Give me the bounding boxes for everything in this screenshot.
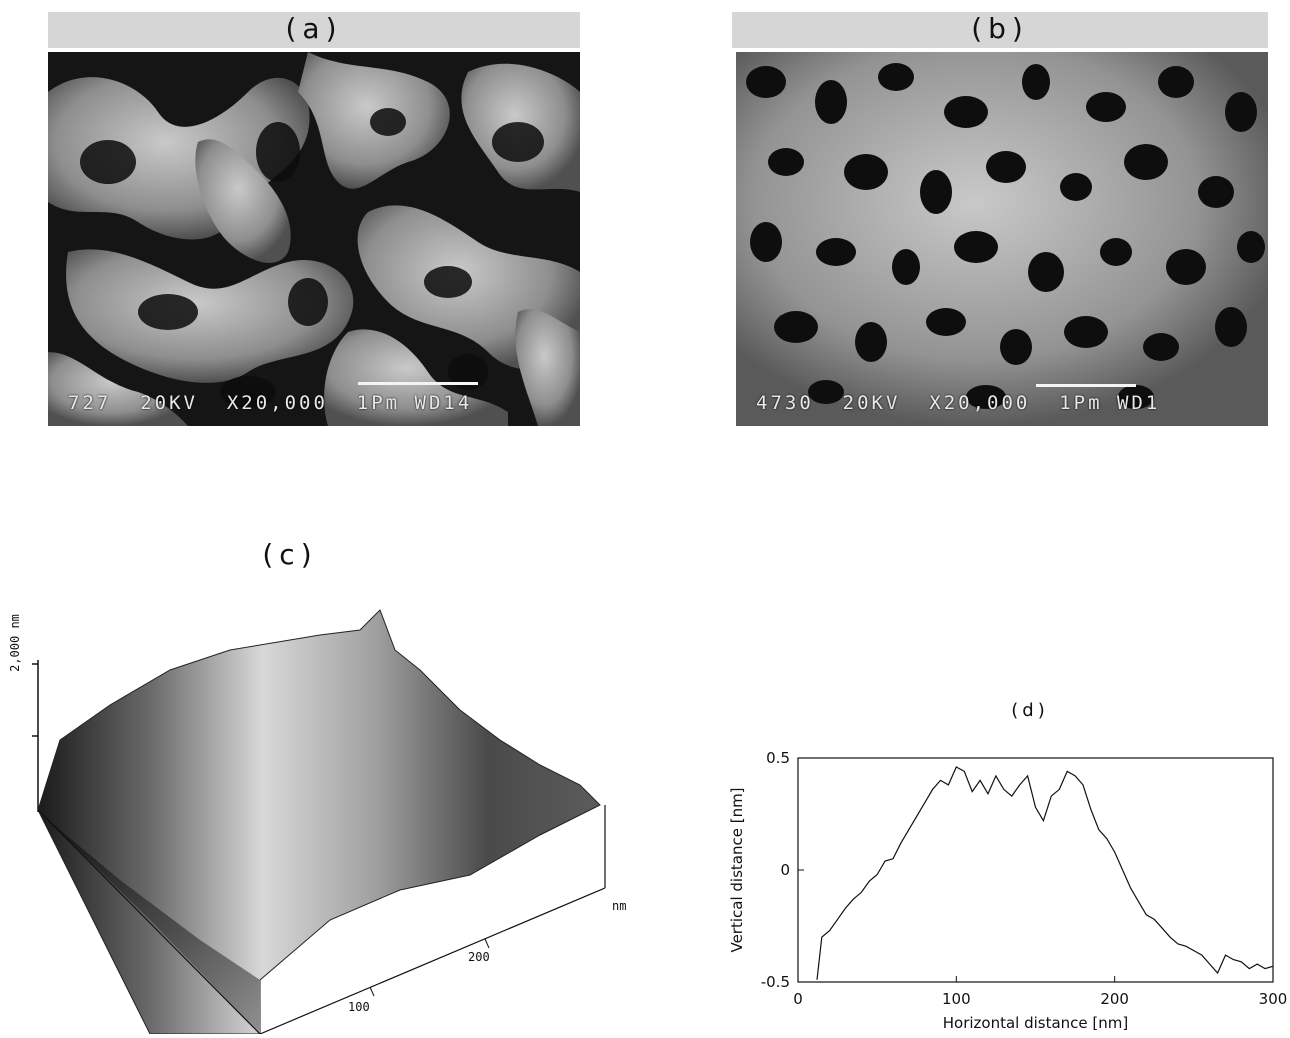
x-axis-label: Horizontal distance [nm] [943,1014,1129,1032]
x-tick-label: 100 [942,990,971,1008]
y-axis-label: Vertical distance [nm] [728,787,746,952]
profile-series-line [816,766,1274,980]
afm-3d-surface: 2,000 nm 100 200 nm [0,590,640,1035]
panel-c-label: (c) [262,538,318,571]
panel-d-label: (d) [1011,700,1049,721]
panel-a-header-strip [48,12,580,48]
y-tick-label: 0 [780,861,790,879]
x-tick-label: 0 [793,990,803,1008]
y-tick-label: -0.5 [761,973,790,991]
afm-x-tick-200: 200 [468,950,490,964]
sem-b-scale-bar [1036,384,1136,387]
afm-z-axis-label: 2,000 nm [7,614,22,672]
panel-b-header-strip [732,12,1268,48]
x-tick-label: 300 [1259,990,1288,1008]
panel-b-label: (b) [971,12,1029,45]
plot-frame [797,757,1274,983]
y-tick-label: 0.5 [766,749,790,767]
sem-a-caption: 727 20KV X20,000 1Pm WD14 [68,392,473,414]
sem-texture-b [736,52,1268,426]
afm-x-tick-100: 100 [348,1000,370,1014]
sem-a-scale-bar [358,382,478,385]
sem-image-a: 727 20KV X20,000 1Pm WD14 [48,52,580,426]
afm-x-unit: nm [612,899,627,913]
afm-surface-plot [32,609,606,1035]
x-tick-label: 200 [1100,990,1129,1008]
sem-b-caption: 4730 20KV X20,000 1Pm WD1 [756,392,1161,414]
sem-texture-a [48,52,580,426]
sem-image-b: 4730 20KV X20,000 1Pm WD1 [736,52,1268,426]
panel-a-label: (a) [285,12,343,45]
